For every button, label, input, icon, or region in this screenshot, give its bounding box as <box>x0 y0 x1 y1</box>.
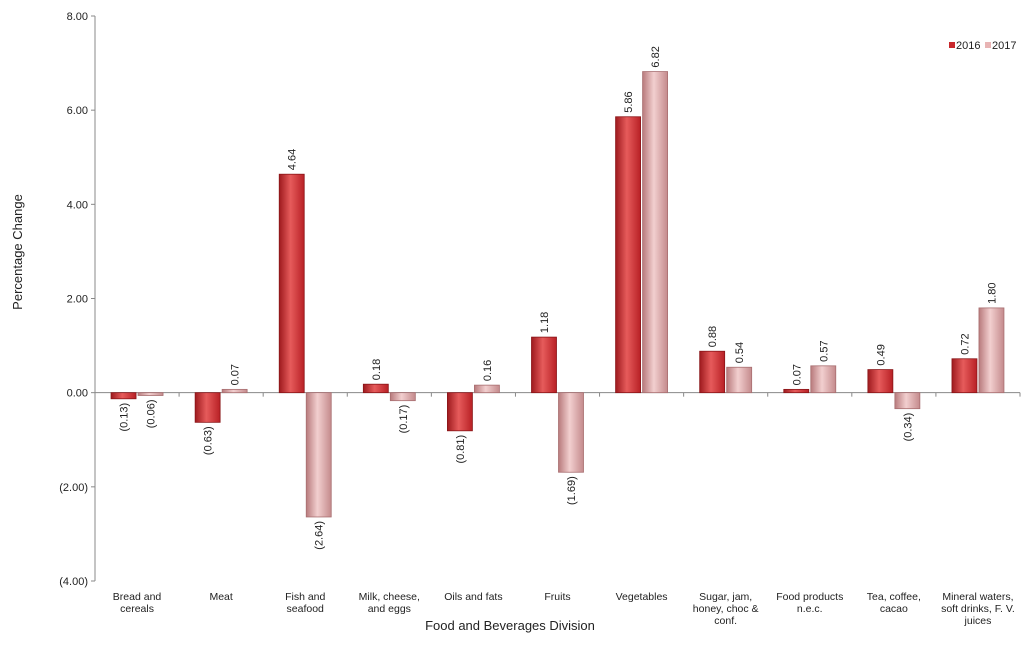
data-label-2016-1: (0.63) <box>203 426 215 455</box>
data-label-2016-8: 0.07 <box>791 364 803 385</box>
x-category-label: Food products <box>776 591 843 603</box>
x-category-label: Milk, cheese, <box>359 591 420 603</box>
legend-label-2016: 2016 <box>956 40 980 52</box>
bar-2016-9 <box>867 369 894 394</box>
x-category-label: n.e.c. <box>797 603 823 615</box>
bar-2017-2 <box>305 392 332 518</box>
data-label-2016-0: (0.13) <box>119 403 131 432</box>
bar-2017-1 <box>221 388 248 394</box>
bar-2017-10 <box>978 307 1005 394</box>
data-label-2017-4: 0.16 <box>482 360 494 381</box>
bar-2016-0 <box>110 392 137 400</box>
bar-2016-3 <box>362 383 389 394</box>
x-category-label: cereals <box>120 603 154 615</box>
y-axis-title: Percentage Change <box>10 194 25 310</box>
data-label-2016-7: 0.88 <box>707 326 719 347</box>
x-category-label: Oils and fats <box>444 591 502 603</box>
y-tick-label: 8.00 <box>67 11 88 23</box>
x-category-label: Vegetables <box>616 591 668 603</box>
bar-2017-4 <box>474 384 500 394</box>
x-category-label: Fruits <box>544 591 570 603</box>
bars-group <box>110 71 1021 518</box>
bar-2016-1 <box>194 392 221 423</box>
y-tick-label: 6.00 <box>67 105 88 117</box>
data-labels-group: (0.13) (0.06) (0.63) 0.07 4.64 (2.64) 0.18 (0.1… <box>119 46 999 550</box>
y-tick-label: (2.00) <box>59 482 88 494</box>
bar-2017-8 <box>810 365 837 394</box>
bar-2017-7 <box>726 366 753 394</box>
data-label-2017-7: 0.54 <box>734 342 746 363</box>
bar-2017-9 <box>894 392 921 410</box>
data-label-2017-8: 0.57 <box>818 340 830 361</box>
x-category-label: honey, choc & <box>693 603 759 615</box>
data-label-2016-9: 0.49 <box>875 344 887 365</box>
bar-2016-4 <box>447 392 473 432</box>
x-category-label: and eggs <box>368 603 411 615</box>
x-category-label: Mineral waters, <box>942 591 1013 603</box>
x-category-label: seafood <box>287 603 325 615</box>
legend-swatch-2017 <box>985 42 991 48</box>
y-tick-label: 2.00 <box>67 294 88 306</box>
data-label-2016-2: 4.64 <box>287 149 299 170</box>
data-label-2017-2: (2.64) <box>314 521 326 550</box>
legend: 2016 2017 <box>949 40 1016 52</box>
data-label-2016-6: 5.86 <box>623 91 635 112</box>
data-label-2017-10: 1.80 <box>986 282 998 303</box>
data-label-2017-5: (1.69) <box>566 476 578 505</box>
legend-label-2017: 2017 <box>992 40 1016 52</box>
x-category-label: conf. <box>714 615 737 627</box>
data-label-2016-4: (0.81) <box>455 435 467 464</box>
y-axis: (4.00) (2.00) 0.00 2.00 4.00 6.00 8.00 <box>59 11 1020 588</box>
data-label-2017-9: (0.34) <box>902 413 914 442</box>
y-tick-label: (4.00) <box>59 576 88 588</box>
data-label-2017-0: (0.06) <box>146 399 158 428</box>
x-category-label: Fish and <box>285 591 325 603</box>
x-category-label: cacao <box>880 603 908 615</box>
x-category-label: Sugar, jam, <box>699 591 752 603</box>
bar-2017-6 <box>642 71 668 394</box>
data-label-2016-5: 1.18 <box>539 312 551 333</box>
bar-2016-10 <box>951 358 978 394</box>
bar-2016-8 <box>783 388 810 394</box>
bar-2016-6 <box>615 116 641 394</box>
bar-2016-7 <box>699 350 726 394</box>
legend-swatch-2016 <box>949 42 955 48</box>
x-category-label: Tea, coffee, <box>867 591 921 603</box>
bar-2017-3 <box>389 392 416 402</box>
data-label-2017-6: 6.82 <box>650 46 662 67</box>
data-label-2017-3: (0.17) <box>398 405 410 434</box>
bar-2016-2 <box>278 173 305 394</box>
x-category-label: Meat <box>209 591 232 603</box>
bar-2016-5 <box>531 336 557 394</box>
x-category-label: juices <box>964 615 992 627</box>
x-category-label: Bread and <box>113 591 162 603</box>
data-label-2016-10: 0.72 <box>959 333 971 354</box>
bar-2017-0 <box>137 392 164 396</box>
y-tick-label: 4.00 <box>67 199 88 211</box>
y-tick-label: 0.00 <box>67 388 88 400</box>
bar-2017-5 <box>558 392 584 473</box>
x-axis-title: Food and Beverages Division <box>425 618 595 633</box>
data-label-2016-3: 0.18 <box>371 359 383 380</box>
data-label-2017-1: 0.07 <box>230 364 242 385</box>
x-category-label: soft drinks, F. V. <box>941 603 1015 615</box>
